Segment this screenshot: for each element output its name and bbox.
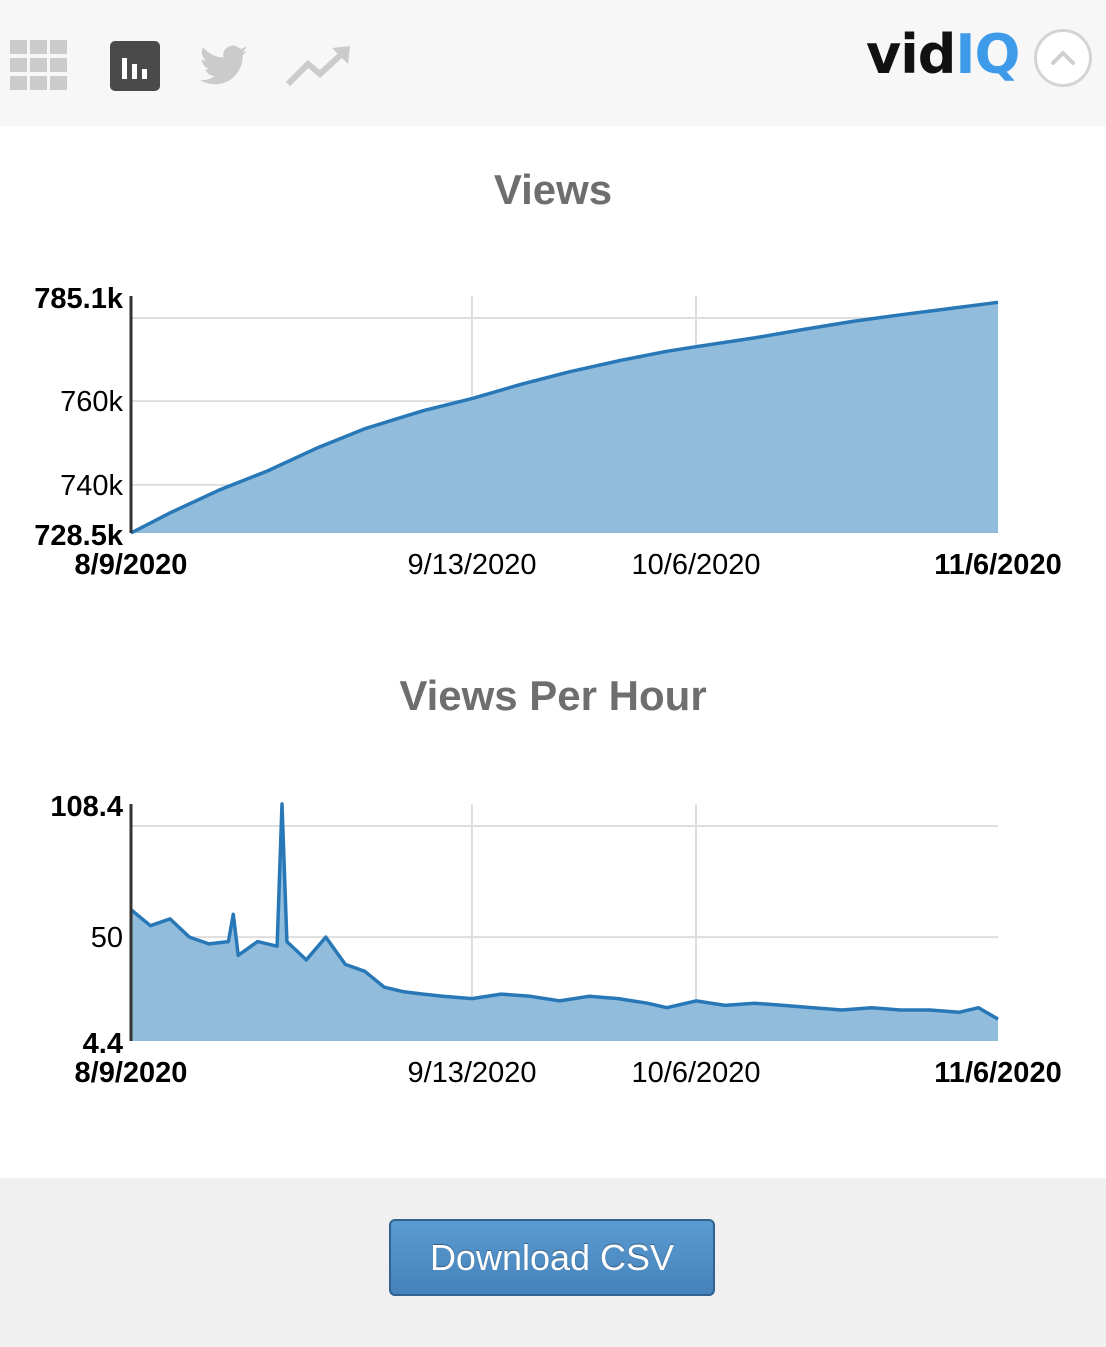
top-toolbar: vidIQ: [0, 0, 1106, 126]
series-area: [131, 302, 998, 533]
x-tick-label: 8/9/2020: [75, 549, 188, 581]
x-tick-label: 10/6/2020: [632, 1057, 761, 1089]
y-tick-label: 740k: [60, 470, 123, 502]
x-tick-label: 10/6/2020: [632, 549, 761, 581]
views-chart-title: Views: [493, 166, 613, 213]
y-tick-label: 50: [91, 922, 123, 954]
x-tick-label: 9/13/2020: [407, 549, 536, 581]
views-per-hour-chart: 108.4 50 4.48/9/2020 9/13/2020 10/6/2020 11/6…: [50, 791, 1061, 1089]
bar-chart-icon[interactable]: [110, 40, 160, 92]
series-line: [130, 300, 999, 535]
views-per-hour-chart-title: Views Per Hour: [399, 672, 707, 719]
x-tick-label: 9/13/2020: [407, 1057, 536, 1089]
vidiq-logo: vidIQ: [866, 20, 1036, 90]
y-tick-label: 4.4: [83, 1028, 123, 1060]
trending-icon[interactable]: [286, 40, 352, 92]
download-csv-button[interactable]: Download CSV: [389, 1219, 715, 1296]
y-tick-label: 728.5k: [34, 520, 124, 552]
collapse-button[interactable]: [1034, 29, 1092, 87]
views-chart: 785.1k 760k 740k 728.5k8/9/2020 9/13/2020 10/…: [34, 283, 1061, 581]
chevron-up-icon: [1051, 51, 1075, 65]
series-area: [131, 804, 998, 1041]
logo-text-iq: IQ: [955, 23, 1020, 86]
y-tick-label: 760k: [60, 386, 123, 418]
grid-icon[interactable]: [10, 40, 68, 92]
twitter-icon[interactable]: [194, 40, 254, 92]
footer-bar: Download CSV: [0, 1178, 1106, 1347]
series-line: [129, 802, 999, 1021]
logo-text-vid: vid: [866, 23, 956, 86]
y-tick-label: 785.1k: [34, 283, 124, 315]
y-tick-label: 108.4: [50, 791, 123, 823]
x-tick-label: 11/6/2020: [934, 549, 1061, 581]
x-tick-label: 11/6/2020: [934, 1057, 1061, 1089]
x-tick-label: 8/9/2020: [75, 1057, 188, 1089]
